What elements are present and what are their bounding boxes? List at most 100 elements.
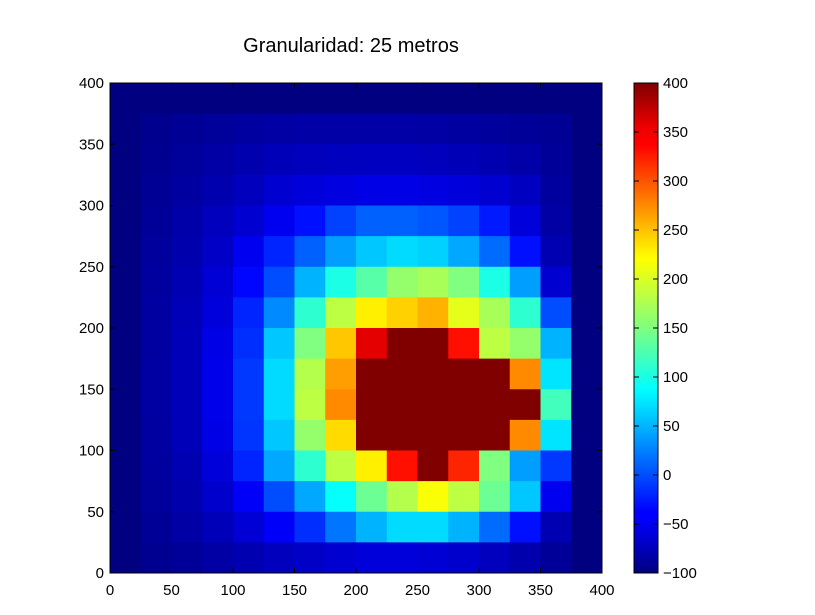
heatmap-cell [233, 83, 265, 115]
heatmap-cell [571, 419, 603, 451]
heatmap-cell [417, 83, 449, 115]
heatmap-cell [479, 174, 511, 206]
heatmap-cell [509, 419, 541, 451]
colorbar-tick-label: 250 [663, 222, 688, 239]
heatmap-cell [294, 389, 326, 421]
heatmap-cell [263, 542, 295, 574]
heatmap-cell [294, 542, 326, 574]
heatmap-cells [110, 83, 603, 574]
heatmap-cell [540, 450, 572, 482]
heatmap-cell [233, 205, 265, 237]
heatmap-cell [571, 83, 603, 115]
heatmap-cell [540, 389, 572, 421]
heatmap-cell [509, 389, 541, 421]
heatmap-cell [417, 113, 449, 145]
heatmap-cell [479, 113, 511, 145]
heatmap-cell [294, 297, 326, 329]
heatmap-cell [171, 481, 203, 513]
y-tick-label: 200 [79, 320, 104, 337]
heatmap-cell [202, 450, 234, 482]
heatmap-cell [202, 481, 234, 513]
heatmap-cell [171, 144, 203, 176]
heatmap-cell [202, 358, 234, 390]
heatmap-cell [110, 511, 142, 543]
heatmap-cell [479, 358, 511, 390]
heatmap-cell [417, 205, 449, 237]
heatmap-cell [509, 266, 541, 298]
heatmap-cell [140, 297, 172, 329]
heatmap-cell [417, 481, 449, 513]
heatmap-cell [386, 358, 418, 390]
heatmap-cell [571, 481, 603, 513]
heatmap-cell [325, 419, 357, 451]
heatmap-cell [386, 419, 418, 451]
heatmap-cell [509, 144, 541, 176]
heatmap-cell [233, 419, 265, 451]
heatmap-cell [233, 174, 265, 206]
heatmap-cell [263, 266, 295, 298]
heatmap-cell [233, 542, 265, 574]
heatmap-cell [386, 450, 418, 482]
y-tick-label: 250 [79, 259, 104, 276]
heatmap-cell [386, 174, 418, 206]
heatmap-cell [202, 113, 234, 145]
heatmap-cell [356, 266, 388, 298]
heatmap-cell [263, 83, 295, 115]
y-tick-label: 350 [79, 136, 104, 153]
heatmap-cell [263, 144, 295, 176]
heatmap-cell [263, 481, 295, 513]
heatmap-cell [571, 358, 603, 390]
heatmap-cell [202, 419, 234, 451]
heatmap-cell [263, 174, 295, 206]
y-tick-label: 400 [79, 75, 104, 92]
heatmap-cell [110, 450, 142, 482]
heatmap-cell [448, 511, 480, 543]
heatmap-cell [263, 328, 295, 360]
heatmap-cell [294, 450, 326, 482]
heatmap-cell [509, 328, 541, 360]
heatmap-cell [140, 236, 172, 268]
heatmap-cell [294, 83, 326, 115]
heatmap-cell [448, 419, 480, 451]
heatmap-cell [325, 205, 357, 237]
heatmap-cell [479, 205, 511, 237]
heatmap-cell [448, 481, 480, 513]
heatmap-cell [294, 328, 326, 360]
heatmap-cell [417, 358, 449, 390]
heatmap-cell [417, 266, 449, 298]
heatmap-cell [233, 328, 265, 360]
heatmap-cell [110, 266, 142, 298]
heatmap-cell [448, 450, 480, 482]
heatmap-cell [140, 542, 172, 574]
heatmap-cell [325, 450, 357, 482]
heatmap-cell [140, 450, 172, 482]
heatmap-cell [325, 389, 357, 421]
heatmap-cell [509, 511, 541, 543]
heatmap-cell [202, 205, 234, 237]
heatmap-cell [479, 297, 511, 329]
heatmap-cell [171, 328, 203, 360]
heatmap-cell [110, 297, 142, 329]
heatmap-cell [417, 511, 449, 543]
heatmap-cell [140, 144, 172, 176]
heatmap-cell [509, 174, 541, 206]
heatmap-cell [448, 144, 480, 176]
heatmap-cell [417, 419, 449, 451]
heatmap-cell [448, 113, 480, 145]
heatmap-cell [386, 236, 418, 268]
heatmap-cell [571, 328, 603, 360]
heatmap-cell [233, 113, 265, 145]
heatmap-cell [417, 328, 449, 360]
heatmap-cell [386, 481, 418, 513]
heatmap-cell [233, 236, 265, 268]
y-tick-labels: 0 50 100 150 200 250 300 350 400 [79, 75, 104, 582]
heatmap-cell [202, 236, 234, 268]
heatmap-cell [356, 83, 388, 115]
heatmap-cell [356, 419, 388, 451]
x-tick-label: 100 [220, 582, 245, 599]
heatmap-cell [233, 297, 265, 329]
heatmap-cell [509, 297, 541, 329]
heatmap-cell [171, 542, 203, 574]
heatmap-cell [571, 205, 603, 237]
heatmap-cell [233, 144, 265, 176]
